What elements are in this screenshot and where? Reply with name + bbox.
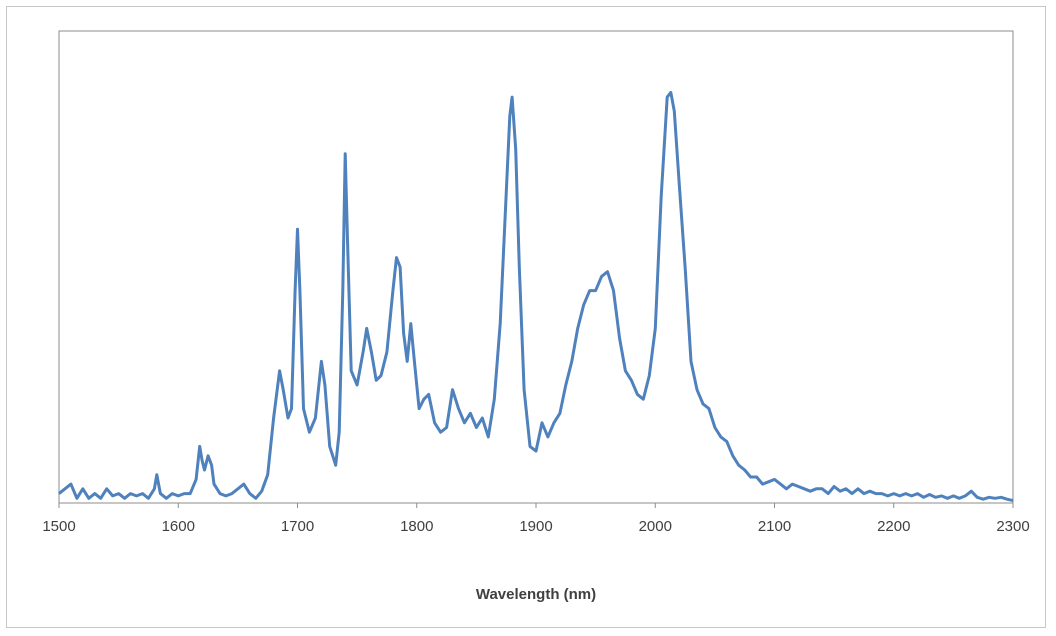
spectrum-chart: 1500 1600 1700 1800 1900 2000 2100 2200 2300 Wav… [42, 30, 1030, 603]
series-layer [58, 90, 1014, 503]
x-tick-label: 2100 [758, 518, 791, 535]
series-line [58, 90, 1014, 503]
plot-area [58, 30, 1014, 504]
x-tick-label: 2000 [639, 518, 672, 535]
x-tick-label: 2300 [996, 518, 1029, 535]
x-tick-label: 1800 [400, 518, 433, 535]
x-axis-label: Wavelength (nm) [476, 586, 596, 603]
x-tick-labels: 1500 1600 1700 1800 1900 2000 2100 2200 2300 [42, 503, 1030, 535]
x-tick-label: 2200 [877, 518, 910, 535]
x-tick-label: 1500 [42, 518, 75, 535]
x-tick-label: 1700 [281, 518, 314, 535]
x-tick-label: 1600 [162, 518, 195, 535]
chart-frame: 1500 1600 1700 1800 1900 2000 2100 2200 2300 Wav… [6, 6, 1046, 628]
x-tick-label: 1900 [519, 518, 552, 535]
